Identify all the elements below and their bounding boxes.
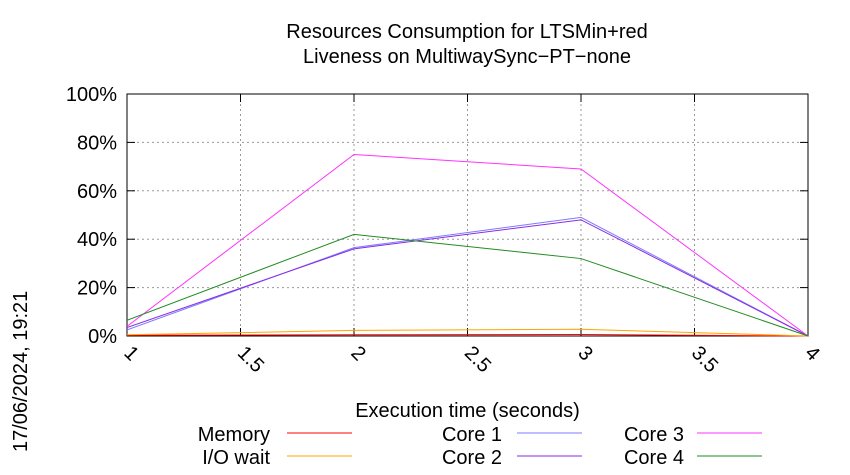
legend-label: Core 1 [442, 424, 502, 446]
series-line-core-1 [126, 216, 809, 337]
x-tick-label: 1 [119, 342, 142, 365]
y-tick-label: 80% [77, 132, 117, 154]
x-tick-label: 2 [346, 342, 369, 365]
legend-label: Core 2 [442, 447, 502, 469]
chart-title: Resources Consumption for LTSMin+red [286, 21, 648, 43]
y-tick-label: 0% [88, 326, 117, 348]
x-tick-label: 2.5 [460, 342, 495, 377]
x-tick-label: 3 [573, 342, 596, 365]
x-tick-label: 1.5 [233, 342, 268, 377]
legend-label: Memory [198, 424, 270, 446]
y-tick-label: 60% [77, 181, 117, 203]
y-tick-label: 20% [77, 278, 117, 300]
series-line-memory [126, 334, 809, 337]
series-line-core-2 [126, 219, 809, 337]
chart-subtitle: Liveness on MultiwaySync−PT−none [303, 46, 631, 68]
x-tick-label: 4 [800, 342, 823, 365]
legend-label: Core 3 [624, 424, 684, 446]
series-line-core-4 [126, 233, 809, 337]
legend-label: Core 4 [624, 447, 684, 469]
y-tick-label: 100% [66, 84, 117, 106]
series-line-i-o-wait [126, 328, 809, 337]
plot-area-border [126, 93, 809, 337]
legend-label: I/O wait [202, 447, 270, 469]
x-tick-label: 3.5 [687, 342, 722, 377]
y-tick-label: 40% [77, 229, 117, 251]
series-line-core-3 [126, 153, 809, 337]
x-axis-label: Execution time (seconds) [355, 400, 580, 422]
